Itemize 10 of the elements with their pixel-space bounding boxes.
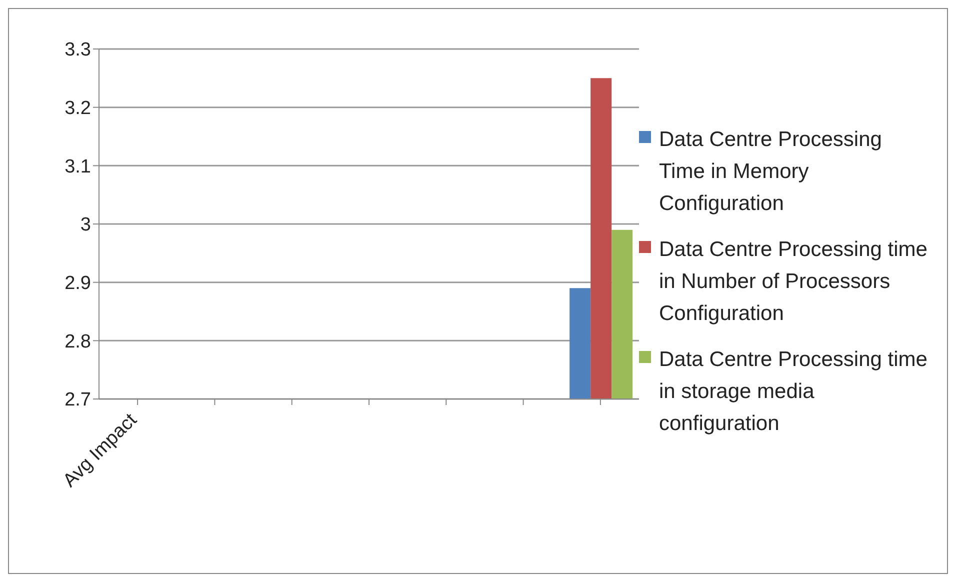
y-tick-label: 3.1	[64, 156, 91, 178]
legend-label: Data Centre Processing Time in Memory Configuration	[659, 127, 883, 217]
y-tick-label: 2.8	[64, 331, 91, 352]
y-tick-label: 3.3	[64, 40, 91, 61]
y-tick-label: 3.2	[64, 98, 91, 120]
y-tick-label: 3	[80, 214, 91, 236]
y-tick-label: 2.7	[64, 390, 91, 411]
y-tick-label: 2.9	[64, 273, 91, 294]
legend-label: Data Centre Processing time in storage media configuration	[659, 347, 928, 437]
legend-label: Data Centre Processing time in Number of Processors Configuration	[659, 237, 928, 327]
